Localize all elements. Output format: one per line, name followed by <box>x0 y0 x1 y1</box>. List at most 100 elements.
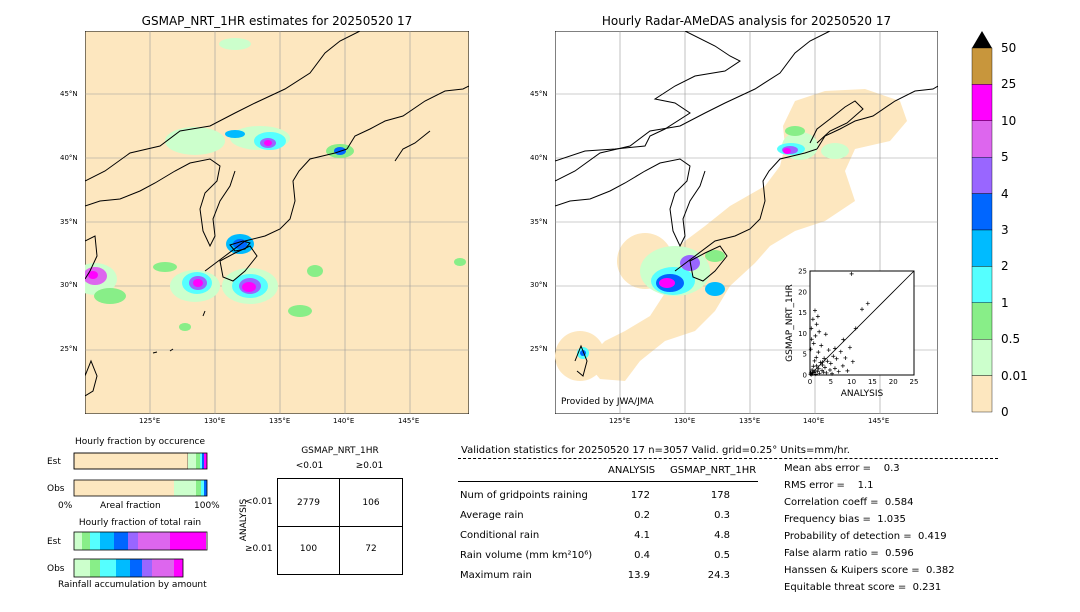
colorbar-bin <box>971 375 993 413</box>
colorbar-tick-label: 25 <box>1001 77 1017 92</box>
validation-row-gsmap: 178 <box>710 490 730 501</box>
scatter-point <box>834 356 839 361</box>
colorbar-bin <box>971 84 993 122</box>
colorbar-tick-label: 50 <box>1001 41 1017 55</box>
scatter-point <box>822 365 827 370</box>
validation-row-label: Num of gridpoints raining <box>460 490 588 501</box>
scatter-point <box>815 369 820 374</box>
right-lat-label-30: 30°N <box>530 281 548 289</box>
right-map-title: Hourly Radar-AMeDAS analysis for 2025052… <box>601 14 892 28</box>
colorbar-bin <box>971 339 993 376</box>
scatter-point <box>808 347 813 352</box>
left-map-coastlines <box>85 31 469 397</box>
scatter-point <box>813 372 818 377</box>
scatter-point <box>814 363 819 368</box>
colorbar-bin <box>971 302 993 340</box>
scatter-point <box>814 322 819 327</box>
left-lat-label-35: 35°N <box>60 218 78 226</box>
score-pod: Probability of detection = 0.419 <box>784 531 947 542</box>
scatter-point <box>825 359 830 364</box>
contingency-cell-11: 72 <box>365 544 377 554</box>
scatter-ylabel: GSMAP_NRT_1HR <box>785 284 795 362</box>
scatter-point <box>812 308 817 313</box>
right-lat-label-25: 25°N <box>530 345 548 353</box>
validation-row-label: Average rain <box>460 510 524 521</box>
scatter-x-tick-label: 25 <box>910 378 919 386</box>
scatter-y-tick-label: 5 <box>803 351 807 359</box>
right-lat-label-35: 35°N <box>530 218 548 226</box>
scatter-point <box>809 326 814 331</box>
scatter-point <box>830 371 835 376</box>
scatter-point <box>849 271 854 276</box>
scatter-x-tick-label: 15 <box>868 378 877 386</box>
validation-table-rule <box>458 481 758 482</box>
validation-header-rule <box>458 458 998 459</box>
left-lon-label-130: 130°E <box>204 417 226 425</box>
left-map-gridlines <box>85 31 469 414</box>
colorbar-tick-label: 0.01 <box>1001 368 1028 383</box>
scatter-point <box>815 314 820 319</box>
score-ets: Equitable threat score = 0.231 <box>784 582 942 593</box>
colorbar-tick-label: 5 <box>1001 150 1009 165</box>
scatter-point <box>850 359 855 364</box>
occurrence-bars <box>73 452 208 497</box>
scatter-point <box>810 368 815 373</box>
occurrence-row-est: Est <box>47 457 61 467</box>
scatter-points <box>808 271 870 377</box>
left-lat-label-40: 40°N <box>60 154 78 162</box>
total-axis-caption: Rainfall accumulation by amount <box>58 580 207 590</box>
colorbar-tick-label: 4 <box>1001 186 1009 201</box>
validation-row-gsmap: 0.3 <box>714 510 730 521</box>
occurrence-bar-obs <box>73 479 208 497</box>
scatter-point <box>847 345 852 350</box>
scatter-point <box>832 366 837 371</box>
occurrence-axis-left: 0% <box>58 501 73 511</box>
left-lat-label-45: 45°N <box>60 90 78 98</box>
total-bar-est <box>73 531 208 551</box>
right-lon-label-130: 130°E <box>674 417 696 425</box>
score-hk: Hanssen & Kuipers score = 0.382 <box>784 565 955 576</box>
contingency-col-lt: <0.01 <box>295 461 324 471</box>
contingency-col-ge: ≥0.01 <box>355 461 384 471</box>
scatter-y-tick-label: 10 <box>798 330 807 338</box>
colorbar-bin <box>971 156 993 194</box>
scatter-point <box>814 355 819 360</box>
score-mean-abs-error: Mean abs error = 0.3 <box>784 463 900 474</box>
scatter-point <box>836 369 841 374</box>
scatter-point <box>809 337 814 342</box>
scatter-point <box>841 337 846 342</box>
right-lat-label-40: 40°N <box>530 154 548 162</box>
validation-row-gsmap: 24.3 <box>707 570 730 581</box>
radar-credit: Provided by JWA/JMA <box>561 397 654 407</box>
scatter-point <box>810 317 815 322</box>
scatter-point <box>828 361 833 366</box>
contingency-grid: 2779 106 100 72 <box>277 478 403 575</box>
colorbar <box>971 31 993 413</box>
scatter-point <box>816 366 821 371</box>
scatter-x-tick-label: 10 <box>847 378 856 386</box>
right-lat-label-45: 45°N <box>530 90 548 98</box>
left-lon-label-135: 135°E <box>269 417 291 425</box>
right-map-coastlines <box>555 31 938 377</box>
scatter-point <box>816 350 821 355</box>
occurrence-bar-est <box>73 452 208 470</box>
scatter-point <box>817 329 822 334</box>
right-lon-label-140: 140°E <box>803 417 825 425</box>
scatter-point <box>811 364 816 369</box>
occurrence-row-obs: Obs <box>47 484 65 494</box>
colorbar-tick-label: 0.5 <box>1001 332 1021 347</box>
scatter-point <box>845 368 850 373</box>
colorbar-over-arrow <box>972 31 992 48</box>
scatter-point <box>832 346 837 351</box>
scatter-y-tick-label: 25 <box>798 268 807 276</box>
right-lon-label-125: 125°E <box>609 417 631 425</box>
total-bars <box>73 531 208 578</box>
scatter-y-ticks: 0 5 10 15 20 25 <box>798 268 807 380</box>
scatter-x-tick-label: 20 <box>889 378 898 386</box>
contingency-cell-01: 106 <box>362 498 380 508</box>
scatter-point <box>826 348 831 353</box>
left-map-title: GSMAP_NRT_1HR estimates for 20250520 17 <box>141 14 413 28</box>
scatter-x-tick-label: 0 <box>808 378 812 386</box>
scatter-point <box>813 333 818 338</box>
scatter-point <box>853 326 858 331</box>
